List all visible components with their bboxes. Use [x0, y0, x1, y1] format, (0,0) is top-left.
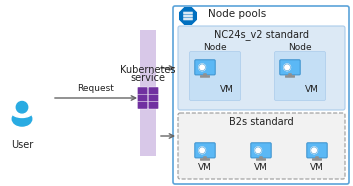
Text: Node: Node — [203, 42, 227, 52]
FancyBboxPatch shape — [195, 143, 215, 158]
FancyBboxPatch shape — [148, 101, 158, 109]
Polygon shape — [180, 8, 196, 24]
Text: VM: VM — [220, 86, 234, 94]
Text: VM: VM — [310, 163, 324, 171]
FancyBboxPatch shape — [148, 87, 158, 95]
Circle shape — [311, 147, 317, 154]
Text: Request: Request — [78, 84, 114, 93]
FancyBboxPatch shape — [178, 26, 345, 110]
FancyBboxPatch shape — [200, 75, 210, 78]
Polygon shape — [316, 157, 318, 159]
FancyBboxPatch shape — [183, 12, 193, 14]
FancyBboxPatch shape — [137, 87, 148, 95]
FancyBboxPatch shape — [195, 60, 215, 75]
Circle shape — [255, 147, 262, 154]
FancyBboxPatch shape — [285, 75, 295, 78]
Polygon shape — [260, 157, 262, 159]
Text: Node pools: Node pools — [208, 9, 266, 19]
FancyBboxPatch shape — [190, 52, 240, 100]
Text: User: User — [11, 140, 33, 150]
FancyBboxPatch shape — [137, 101, 148, 109]
Text: Kubernetes: Kubernetes — [120, 65, 176, 75]
FancyBboxPatch shape — [307, 143, 327, 158]
Text: Node: Node — [288, 42, 312, 52]
Circle shape — [199, 64, 205, 71]
FancyBboxPatch shape — [251, 143, 271, 158]
Text: service: service — [131, 73, 166, 83]
FancyBboxPatch shape — [183, 15, 193, 17]
Circle shape — [16, 102, 28, 113]
FancyBboxPatch shape — [148, 94, 158, 102]
FancyBboxPatch shape — [183, 18, 193, 20]
FancyBboxPatch shape — [173, 6, 349, 184]
FancyBboxPatch shape — [275, 52, 325, 100]
Text: B2s standard: B2s standard — [229, 117, 293, 127]
Circle shape — [199, 147, 205, 154]
FancyBboxPatch shape — [137, 94, 148, 102]
FancyBboxPatch shape — [178, 113, 345, 179]
Text: VM: VM — [198, 163, 212, 171]
Circle shape — [284, 64, 291, 71]
FancyBboxPatch shape — [140, 30, 156, 156]
Polygon shape — [204, 157, 206, 159]
FancyBboxPatch shape — [280, 60, 300, 75]
Polygon shape — [289, 74, 291, 76]
FancyBboxPatch shape — [256, 158, 266, 161]
Text: VM: VM — [305, 86, 319, 94]
Ellipse shape — [12, 112, 32, 126]
Text: NC24s_v2 standard: NC24s_v2 standard — [214, 30, 309, 40]
Polygon shape — [204, 74, 206, 76]
FancyBboxPatch shape — [200, 158, 210, 161]
Ellipse shape — [12, 108, 32, 118]
Text: VM: VM — [254, 163, 268, 171]
FancyBboxPatch shape — [312, 158, 322, 161]
